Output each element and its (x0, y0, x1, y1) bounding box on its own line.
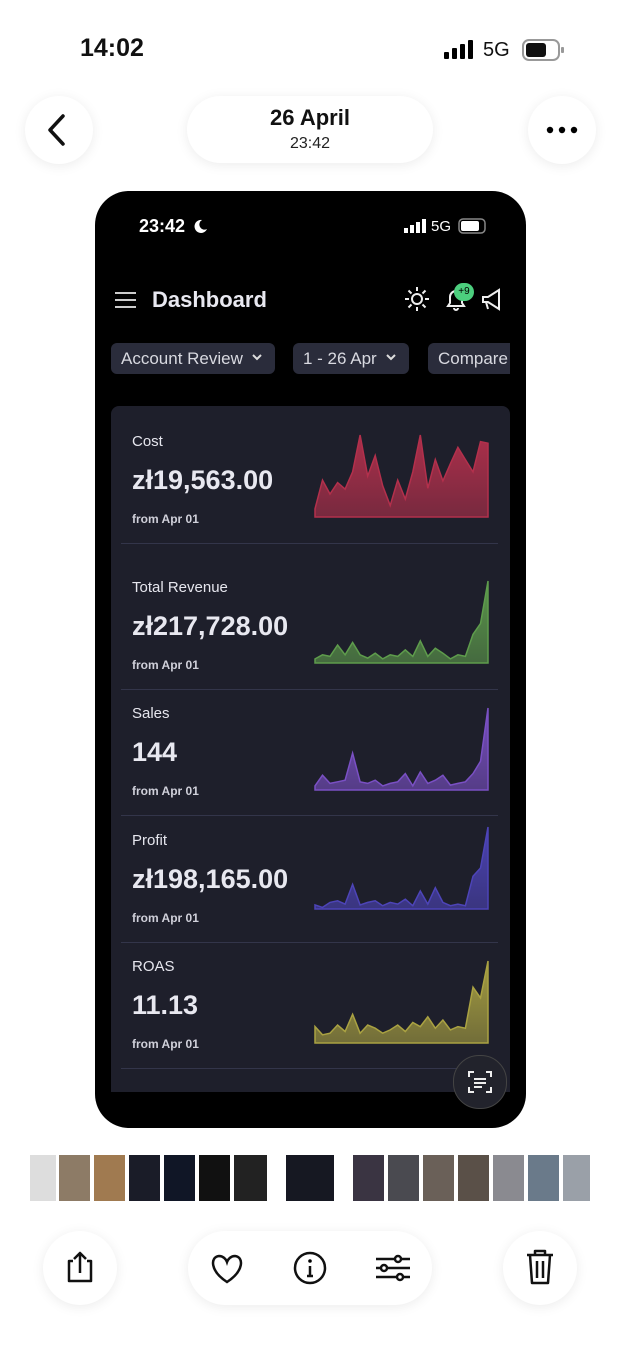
filter-chip[interactable]: 1 - 26 Apr (293, 343, 409, 374)
dashboard-title: Dashboard (152, 287, 267, 312)
metric-value: 144 (132, 737, 178, 767)
filter-label: Account Review (121, 349, 243, 368)
divider (121, 689, 498, 690)
moon-icon (194, 219, 207, 233)
status-time: 14:02 (80, 34, 144, 62)
header-date: 26 April (270, 105, 350, 130)
divider (121, 543, 498, 544)
metric-label: Cost (132, 433, 163, 450)
divider (121, 1068, 498, 1069)
favorite-icon[interactable] (211, 1254, 243, 1284)
metric-label: ROAS (132, 958, 175, 975)
inner-battery (458, 218, 486, 234)
thumbnail-strip (30, 1155, 590, 1201)
info-icon[interactable] (293, 1251, 327, 1285)
theme-icon[interactable] (404, 286, 430, 312)
metric-note: from Apr 01 (132, 658, 199, 672)
filter-label: 1 - 26 Apr (303, 349, 377, 368)
chevron (243, 349, 265, 368)
inner-status-network: 5G (431, 218, 452, 235)
status-network: 5G (483, 39, 510, 61)
header-time: 23:42 (289, 135, 331, 152)
signal-icon (444, 40, 473, 59)
share-button[interactable] (43, 1231, 117, 1305)
announce-icon[interactable] (480, 287, 506, 313)
metric-value: zł217,728.00 (132, 611, 289, 641)
inner-status-time: 23:42 (139, 216, 186, 236)
adjust-icon[interactable] (376, 1254, 410, 1282)
inner-signal (404, 219, 426, 233)
header-pill: 26 April 23:42 (187, 96, 433, 163)
divider (121, 815, 498, 816)
chevron (377, 349, 399, 368)
battery-icon (522, 39, 564, 61)
divider (121, 942, 498, 943)
filter-chip[interactable]: Compare (428, 343, 510, 374)
menu-icon[interactable] (114, 290, 138, 310)
metric-label: Total Revenue (132, 579, 228, 596)
action-group (188, 1231, 432, 1305)
metric-value: 11.13 (132, 990, 199, 1020)
notification-badge: +9 (454, 283, 474, 301)
metric-note: from Apr 01 (132, 911, 199, 925)
delete-button[interactable] (503, 1231, 577, 1305)
metric-label: Profit (132, 832, 168, 849)
metric-note: from Apr 01 (132, 1037, 199, 1051)
more-button[interactable] (528, 96, 596, 164)
filter-label: Compare (438, 349, 508, 368)
text-scan-button[interactable] (453, 1055, 507, 1109)
metric-note: from Apr 01 (132, 784, 199, 798)
back-button[interactable] (25, 96, 93, 164)
filter-chip[interactable]: Account Review (111, 343, 275, 374)
metric-note: from Apr 01 (132, 512, 199, 526)
metric-value: zł19,563.00 (132, 465, 274, 495)
metric-label: Sales (132, 705, 170, 722)
metric-value: zł198,165.00 (132, 864, 289, 894)
